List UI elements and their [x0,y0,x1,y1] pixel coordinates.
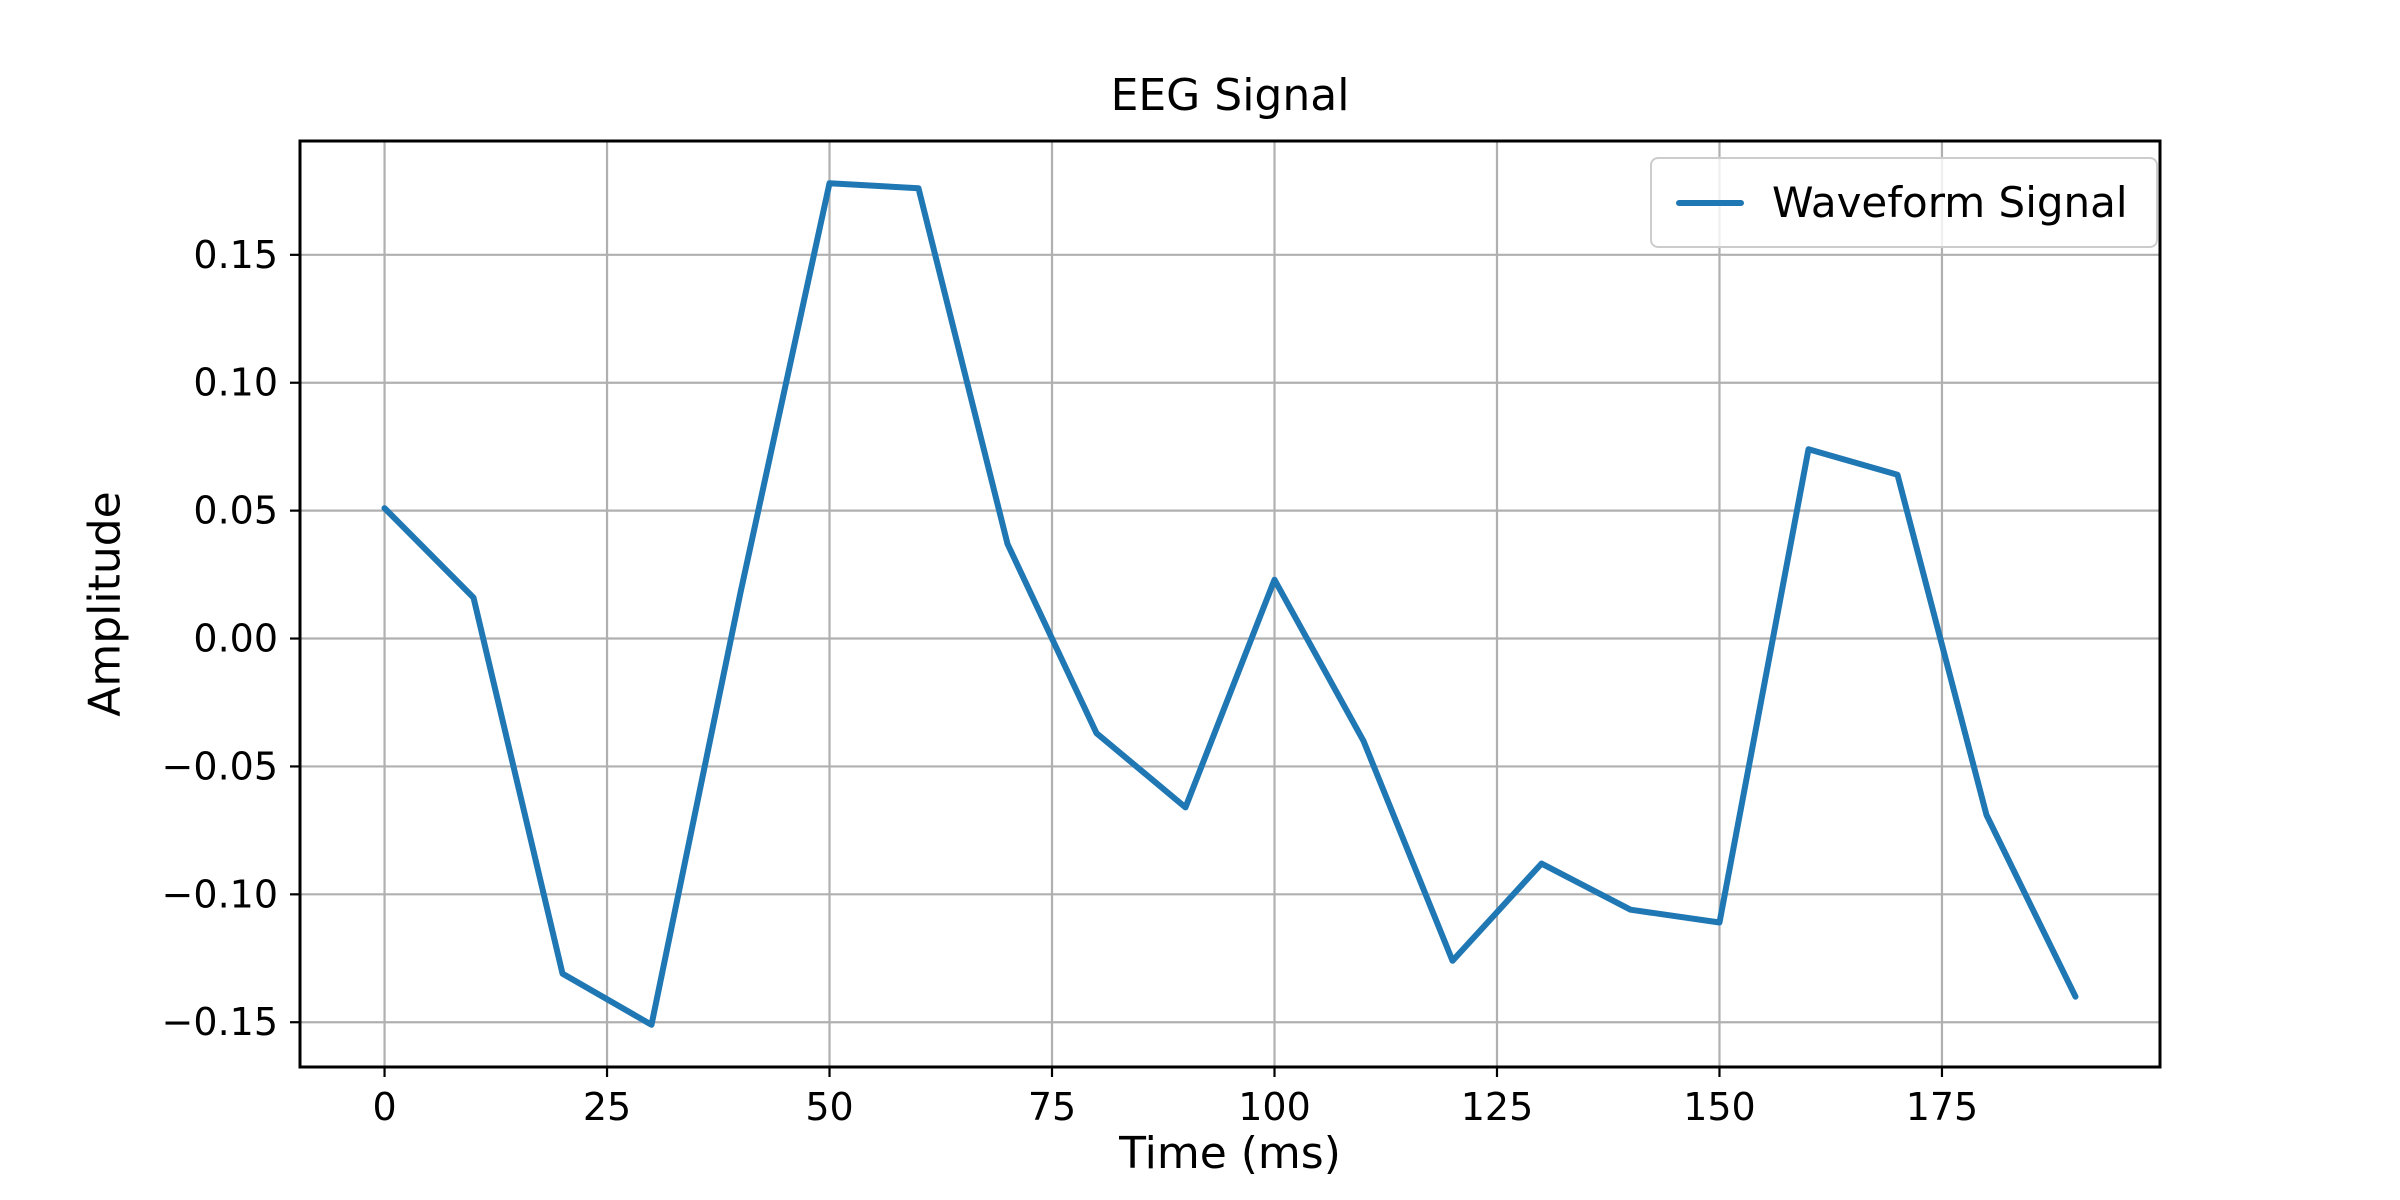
y-tick-label: 0.10 [193,361,278,405]
y-tick-label: 0.15 [193,233,278,277]
chart-title: EEG Signal [1110,70,1350,121]
y-tick-label: −0.10 [162,872,278,916]
x-tick-label: 150 [1683,1085,1756,1129]
x-tick-label: 125 [1461,1085,1534,1129]
axes-spines [298,139,2162,1069]
x-tick-label: 75 [1028,1085,1076,1129]
legend: Waveform Signal [1650,157,2158,248]
y-tick-label: 0.05 [193,489,278,533]
x-axis-label: Time (ms) [1119,1128,1341,1179]
x-tick-label: 175 [1906,1085,1979,1129]
x-tick-label: 25 [583,1085,631,1129]
x-tick-label: 50 [805,1085,853,1129]
legend-series-label: Waveform Signal [1772,178,2128,227]
x-tick-label: 100 [1238,1085,1311,1129]
waveform-line [381,180,2079,1028]
legend-line-sample-icon [1676,199,1744,206]
x-tick-label: 0 [372,1085,396,1129]
y-tick-label: −0.05 [162,744,278,788]
y-tick-label: −0.15 [162,1000,278,1044]
y-tick-label: 0.00 [193,617,278,661]
y-axis-label: Amplitude [79,491,131,717]
